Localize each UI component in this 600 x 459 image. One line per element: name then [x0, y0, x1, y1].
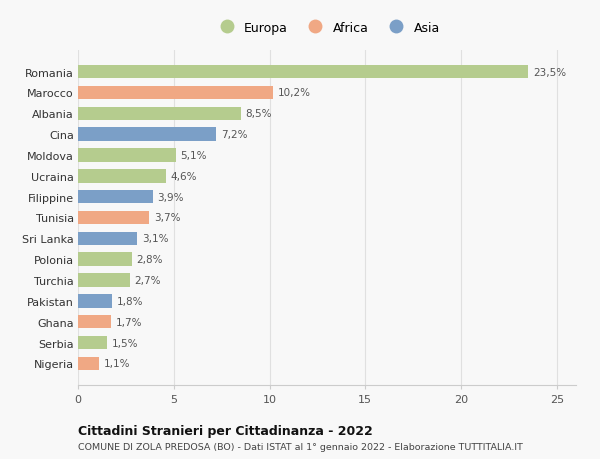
- Bar: [78, 232, 137, 246]
- Text: 23,5%: 23,5%: [533, 67, 566, 78]
- Bar: [78, 211, 149, 225]
- Bar: [78, 170, 166, 183]
- Text: 8,5%: 8,5%: [245, 109, 272, 119]
- Bar: [78, 149, 176, 162]
- Bar: [78, 357, 99, 370]
- Text: 2,7%: 2,7%: [134, 275, 161, 285]
- Text: 5,1%: 5,1%: [181, 151, 207, 161]
- Bar: [78, 190, 152, 204]
- Bar: [78, 128, 216, 142]
- Bar: [78, 336, 107, 350]
- Text: 1,5%: 1,5%: [112, 338, 138, 348]
- Text: Cittadini Stranieri per Cittadinanza - 2022: Cittadini Stranieri per Cittadinanza - 2…: [78, 425, 373, 437]
- Legend: Europa, Africa, Asia: Europa, Africa, Asia: [209, 17, 445, 39]
- Text: 3,7%: 3,7%: [154, 213, 180, 223]
- Text: 3,9%: 3,9%: [157, 192, 184, 202]
- Bar: [78, 66, 528, 79]
- Text: 4,6%: 4,6%: [171, 172, 197, 181]
- Bar: [78, 107, 241, 121]
- Bar: [78, 86, 274, 100]
- Bar: [78, 294, 112, 308]
- Text: COMUNE DI ZOLA PREDOSA (BO) - Dati ISTAT al 1° gennaio 2022 - Elaborazione TUTTI: COMUNE DI ZOLA PREDOSA (BO) - Dati ISTAT…: [78, 442, 523, 451]
- Bar: [78, 274, 130, 287]
- Text: 2,8%: 2,8%: [136, 255, 163, 264]
- Text: 1,1%: 1,1%: [104, 358, 130, 369]
- Bar: [78, 253, 131, 266]
- Text: 7,2%: 7,2%: [221, 130, 247, 140]
- Text: 1,8%: 1,8%: [117, 296, 144, 306]
- Text: 10,2%: 10,2%: [278, 88, 311, 98]
- Bar: [78, 315, 110, 329]
- Text: 3,1%: 3,1%: [142, 234, 169, 244]
- Text: 1,7%: 1,7%: [115, 317, 142, 327]
